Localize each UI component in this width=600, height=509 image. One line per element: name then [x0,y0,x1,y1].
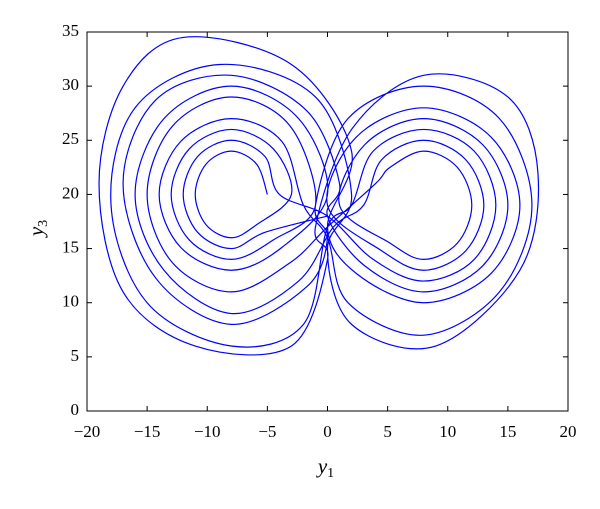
y-tick-label: 35 [62,21,79,40]
y-tick-label: 10 [62,292,79,311]
y-tick-label: 25 [62,129,79,148]
y-axis-label-base: y [24,226,48,238]
x-tick-label: 20 [560,422,577,441]
y-axis-label: y3 [24,220,51,238]
y-tick-label: 5 [71,346,80,365]
x-axis-label: y1 [316,454,334,481]
trajectory-line [98,36,540,356]
x-tick-label: −10 [194,422,221,441]
x-tick-label: −20 [74,422,101,441]
x-axis-label-sub: 1 [327,466,334,481]
y-axis-label-sub: 3 [36,220,51,227]
x-tick-label: −15 [134,422,161,441]
x-tick-label: 15 [499,422,516,441]
x-tick-label: 5 [383,422,392,441]
y-tick-label: 30 [62,75,79,94]
y-tick-label: 20 [62,183,79,202]
x-axis-label-base: y [316,454,328,478]
x-tick-label: 0 [323,422,332,441]
y-tick-label: 15 [62,237,79,256]
x-tick-label: 10 [439,422,456,441]
x-tick-label: −5 [258,422,276,441]
y-tick-label: 0 [71,400,80,419]
